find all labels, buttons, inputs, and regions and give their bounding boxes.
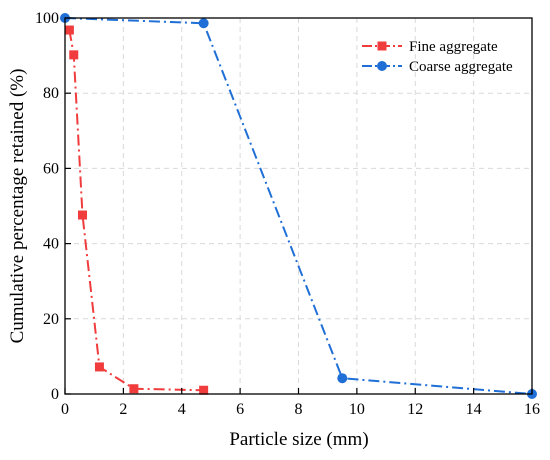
legend: Fine aggregate Coarse aggregate [362, 39, 513, 75]
axes [64, 17, 533, 395]
data-point [198, 18, 209, 29]
x-tick-label: 10 [349, 401, 365, 418]
legend-label: Coarse aggregate [409, 59, 513, 75]
y-tick-label: 40 [43, 236, 59, 253]
series-fine-aggregate [64, 25, 209, 395]
data-point [78, 210, 88, 220]
tick-labels: 0 2 4 6 8 10 12 14 16 0 20 40 60 80 100 [35, 10, 540, 418]
legend-item: Coarse aggregate [362, 59, 513, 75]
x-tick-label: 6 [236, 401, 244, 418]
series-line [64, 17, 533, 395]
y-tick-label: 0 [51, 386, 59, 403]
legend-item: Fine aggregate [362, 39, 498, 55]
data-point [69, 50, 79, 60]
legend-label: Fine aggregate [409, 39, 498, 55]
y-tick-label: 60 [43, 160, 59, 177]
plot-area [60, 13, 537, 399]
y-axis-title: Cumulative percentage retained (%) [7, 69, 28, 344]
data-point [199, 385, 209, 395]
legend-marker [377, 61, 387, 71]
y-tick-label: 20 [43, 311, 59, 328]
series-line [68, 29, 204, 392]
grid [65, 18, 532, 394]
data-point [337, 373, 348, 384]
legend-marker [377, 41, 387, 51]
data-point [94, 362, 104, 372]
x-tick-label: 4 [178, 401, 186, 418]
x-tick-label: 2 [119, 401, 127, 418]
x-tick-label: 0 [61, 401, 69, 418]
x-tick-label: 8 [295, 401, 303, 418]
x-tick-label: 14 [466, 401, 482, 418]
x-axis-title: Particle size (mm) [229, 429, 368, 450]
x-tick-label: 16 [524, 401, 540, 418]
y-tick-label: 100 [35, 10, 59, 27]
y-tick-label: 80 [43, 85, 59, 102]
x-tick-label: 12 [407, 401, 423, 418]
data-point [129, 384, 139, 394]
data-point [64, 25, 74, 35]
